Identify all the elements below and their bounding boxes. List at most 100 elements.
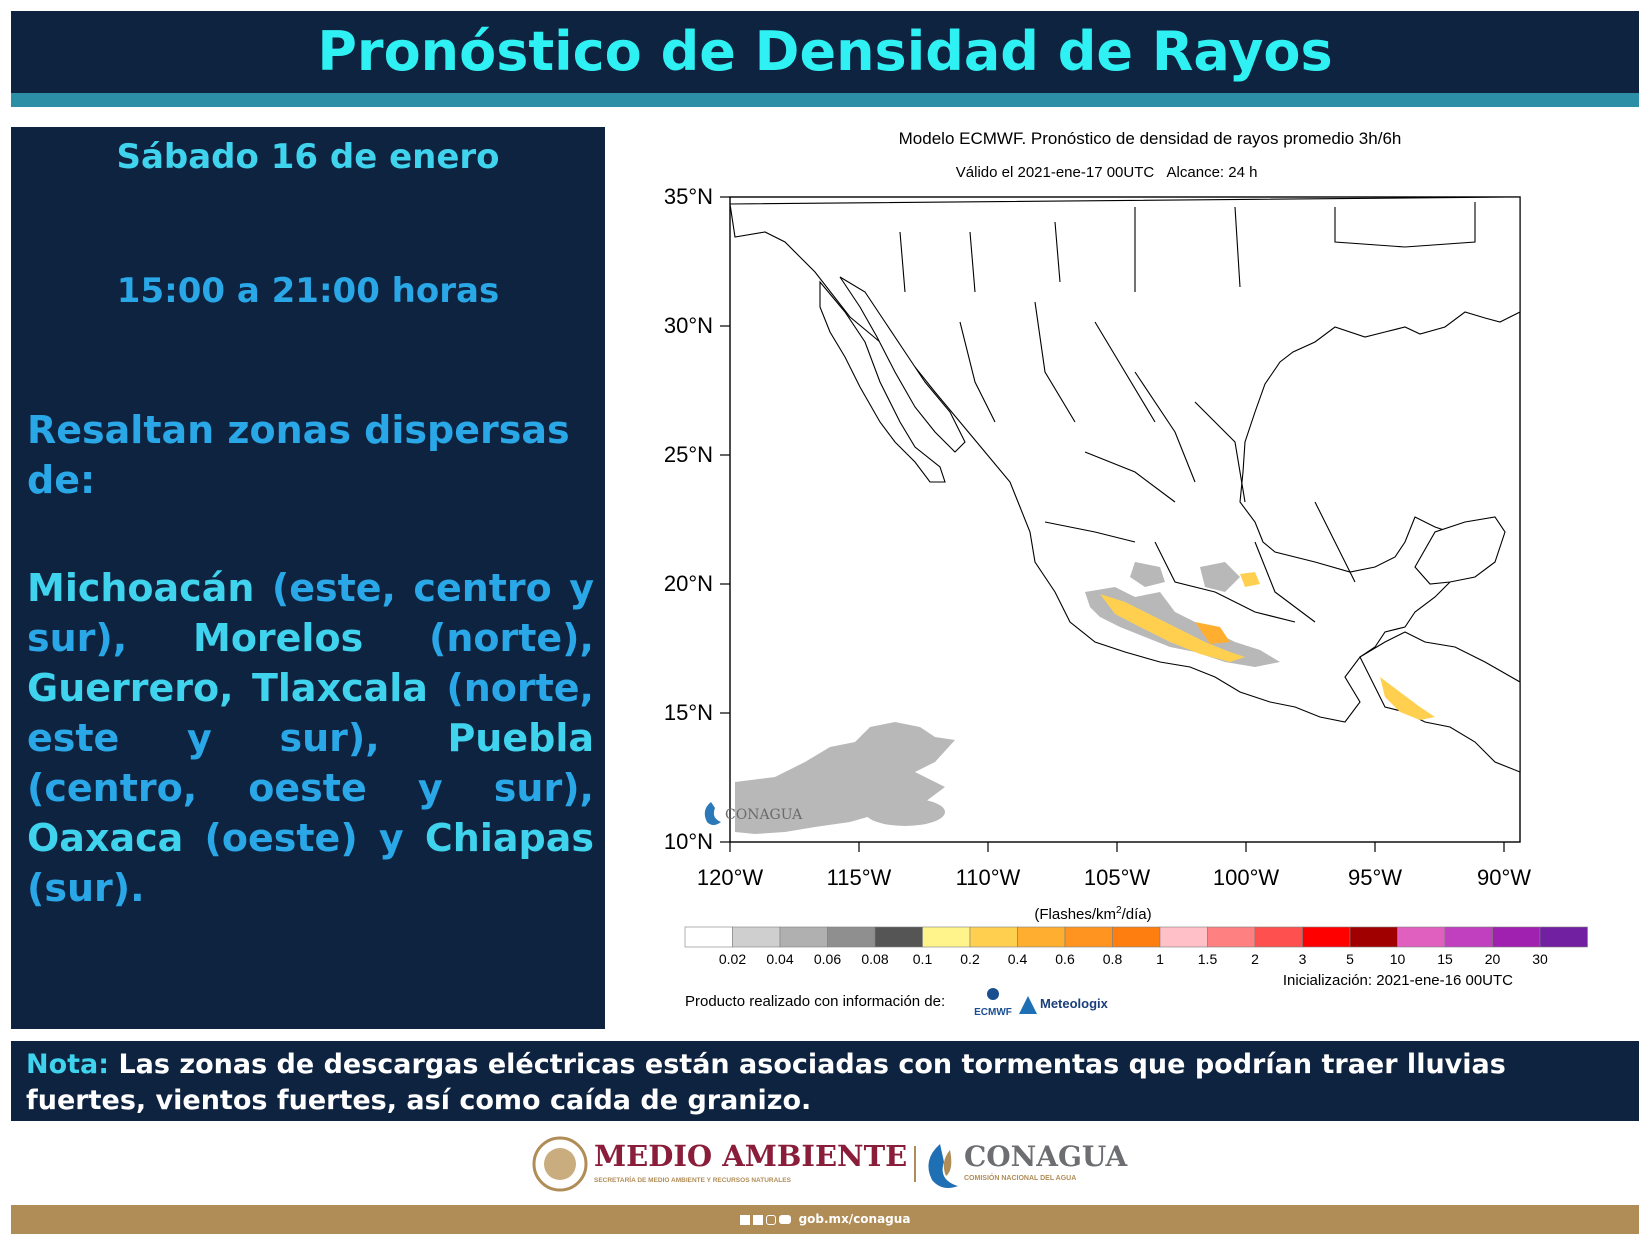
colorbar-swatch (1492, 926, 1541, 948)
colorbar-label: 0.8 (1103, 951, 1123, 967)
colorbar-label: 30 (1532, 951, 1548, 967)
region-detail: (oeste) y (183, 816, 425, 860)
colorbar-label: 0.04 (766, 951, 793, 967)
lightning-density-field (1085, 562, 1435, 720)
colorbar-swatch (874, 926, 923, 948)
forecast-date: Sábado 16 de enero (116, 137, 500, 177)
colorbar-labels: 0.02 0.04 0.06 0.08 0.1 0.2 0.4 0.6 0.8 1 1.5 2 3 5 10… (719, 951, 1548, 967)
colorbar-label: 0.08 (861, 951, 888, 967)
axis-ticks (720, 196, 1505, 852)
region-state: Michoacán (27, 566, 255, 610)
twitter-icon[interactable] (752, 1214, 763, 1225)
colorbar-units: (Flashes/km2/día) (1034, 905, 1151, 923)
colorbar-swatch (922, 926, 971, 948)
colorbar-swatch (1207, 926, 1256, 948)
lat-label: 20°N (664, 571, 713, 596)
lat-label: 10°N (664, 829, 713, 854)
colorbar-label: 1.5 (1198, 951, 1218, 967)
youtube-icon[interactable] (778, 1215, 791, 1224)
left-panel: Sábado 16 de enero 15:00 a 21:00 horas R… (11, 127, 605, 1029)
colorbar-label: 0.02 (719, 951, 746, 967)
header-bar: Pronóstico de Densidad de Rayos (11, 11, 1639, 93)
colorbar-swatch (1112, 926, 1161, 948)
lat-label: 15°N (664, 700, 713, 725)
conagua-title: CONAGUA (964, 1140, 1128, 1173)
footer-band: gob.mx/conagua (11, 1205, 1639, 1234)
note-bar: Nota: Las zonas de descargas eléctricas … (11, 1041, 1639, 1121)
colorbar-swatch (1397, 926, 1446, 948)
colorbar-label: 5 (1346, 951, 1354, 967)
institution-logos: MEDIO AMBIENTE SECRETARÍA DE MEDIO AMBIE… (532, 1136, 1128, 1192)
colorbar-swatch (1254, 926, 1303, 948)
colorbar (684, 926, 1588, 948)
low-density-field-pacific (735, 722, 955, 834)
ecmwf-logo: ECMWF (974, 988, 1012, 1018)
colorbar-swatch (1539, 926, 1588, 948)
lead-text: Resaltan zonas dispersas de: (27, 408, 570, 502)
lon-label: 115°W (827, 865, 892, 890)
region-detail: (norte), (363, 616, 594, 660)
colorbar-swatch (1302, 926, 1351, 948)
semarnat-subtitle: SECRETARÍA DE MEDIO AMBIENTE Y RECURSOS … (594, 1175, 792, 1184)
colorbar-label: 1 (1156, 951, 1164, 967)
colorbar-label: 20 (1485, 951, 1501, 967)
map-forecast-range: Alcance: 24 h (1167, 164, 1258, 181)
lightning-density-map: Modelo ECMWF. Pronóstico de densidad de … (664, 129, 1588, 1018)
region-detail: (norte, este y sur), (27, 666, 594, 760)
colorbar-swatch (1017, 926, 1066, 948)
colorbar-label: 0.4 (1008, 951, 1028, 967)
colorbar-swatch (684, 926, 733, 948)
note-label: Nota: (26, 1049, 110, 1080)
region-state: Guerrero, Tlaxcala (27, 666, 428, 710)
lon-label: 90°W (1477, 865, 1531, 890)
forecast-hours: 15:00 a 21:00 horas (116, 271, 500, 311)
region-detail: (sur). (27, 866, 145, 910)
region-state: Oaxaca (27, 816, 184, 860)
conagua-watermark: CONAGUA (704, 802, 803, 825)
meteologix-logo: Meteologix (1019, 996, 1109, 1014)
region-state: Morelos (193, 616, 364, 660)
colorbar-swatch (1159, 926, 1208, 948)
latitude-labels: 35°N 30°N 25°N 20°N 15°N 10°N (664, 184, 713, 854)
region-detail: (este, centro y sur), (27, 566, 594, 660)
lat-label: 25°N (664, 442, 713, 467)
lon-label: 105°W (1084, 865, 1151, 890)
colorbar-label: 0.1 (913, 951, 933, 967)
colorbar-swatch (732, 926, 781, 948)
colorbar-label: 10 (1390, 951, 1406, 967)
footer-links: gob.mx/conagua (11, 1205, 1639, 1234)
conagua-logo-icon (928, 1144, 958, 1188)
map-title: Modelo ECMWF. Pronóstico de densidad de … (899, 129, 1402, 148)
lon-label: 110°W (956, 865, 1021, 890)
colorbar-label: 2 (1251, 951, 1259, 967)
colorbar-swatch (969, 926, 1018, 948)
colorbar-swatch (827, 926, 876, 948)
region-state: Puebla (447, 716, 594, 760)
coastline-borders (729, 196, 1521, 773)
lon-label: 100°W (1213, 865, 1280, 890)
colorbar-swatch (1064, 926, 1113, 948)
note-body: Las zonas de descargas eléctricas están … (26, 1049, 1506, 1116)
colorbar-swatch (779, 926, 828, 948)
footer-url[interactable]: gob.mx/conagua (798, 1212, 911, 1226)
page-title: Pronóstico de Densidad de Rayos (317, 20, 1333, 83)
instagram-icon[interactable] (765, 1214, 776, 1225)
region-detail: (centro, oeste y sur), (27, 766, 594, 810)
colorbar-label: 0.2 (960, 951, 980, 967)
lat-label: 35°N (664, 184, 713, 209)
regions-text: Michoacán (este, centro y sur), Morelos … (27, 563, 594, 913)
watermark-text: CONAGUA (725, 807, 803, 823)
meteologix-logo-text: Meteologix (1040, 996, 1109, 1011)
colorbar-label: 0.06 (814, 951, 841, 967)
lon-label: 120°W (697, 865, 764, 890)
initialization-time: Inicialización: 2021-ene-16 00UTC (1283, 972, 1513, 989)
longitude-labels: 120°W 115°W 110°W 105°W 100°W 95°W 90°W (697, 865, 1531, 890)
colorbar-swatch (1349, 926, 1398, 948)
facebook-icon[interactable] (739, 1214, 750, 1225)
note-text: Nota: Las zonas de descargas eléctricas … (26, 1047, 1626, 1119)
colorbar-label: 15 (1437, 951, 1453, 967)
mexico-seal-icon (532, 1136, 588, 1192)
lon-label: 95°W (1348, 865, 1402, 890)
region-state: Chiapas (424, 816, 594, 860)
colorbar-label: 3 (1299, 951, 1307, 967)
